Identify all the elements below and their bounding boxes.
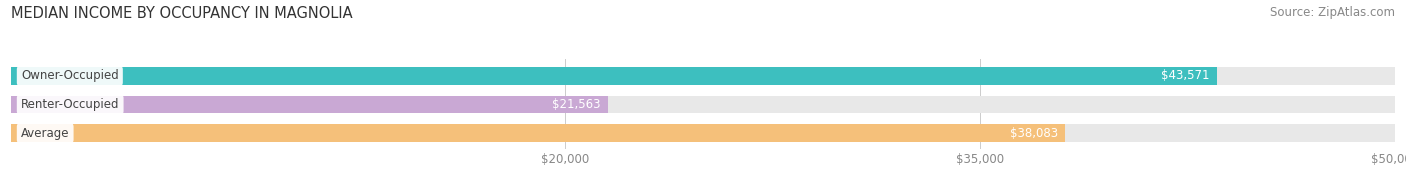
Bar — [11, 124, 1395, 142]
Text: MEDIAN INCOME BY OCCUPANCY IN MAGNOLIA: MEDIAN INCOME BY OCCUPANCY IN MAGNOLIA — [11, 6, 353, 21]
Text: Source: ZipAtlas.com: Source: ZipAtlas.com — [1270, 6, 1395, 19]
Bar — [11, 67, 1395, 85]
Text: Average: Average — [21, 127, 69, 140]
Bar — [11, 96, 1395, 113]
Bar — [11, 67, 1216, 85]
Text: Renter-Occupied: Renter-Occupied — [21, 98, 120, 111]
Text: $21,563: $21,563 — [553, 98, 600, 111]
Text: $38,083: $38,083 — [1010, 127, 1059, 140]
Text: $43,571: $43,571 — [1161, 69, 1211, 83]
Bar — [11, 96, 607, 113]
Bar — [11, 124, 1064, 142]
Text: Owner-Occupied: Owner-Occupied — [21, 69, 118, 83]
